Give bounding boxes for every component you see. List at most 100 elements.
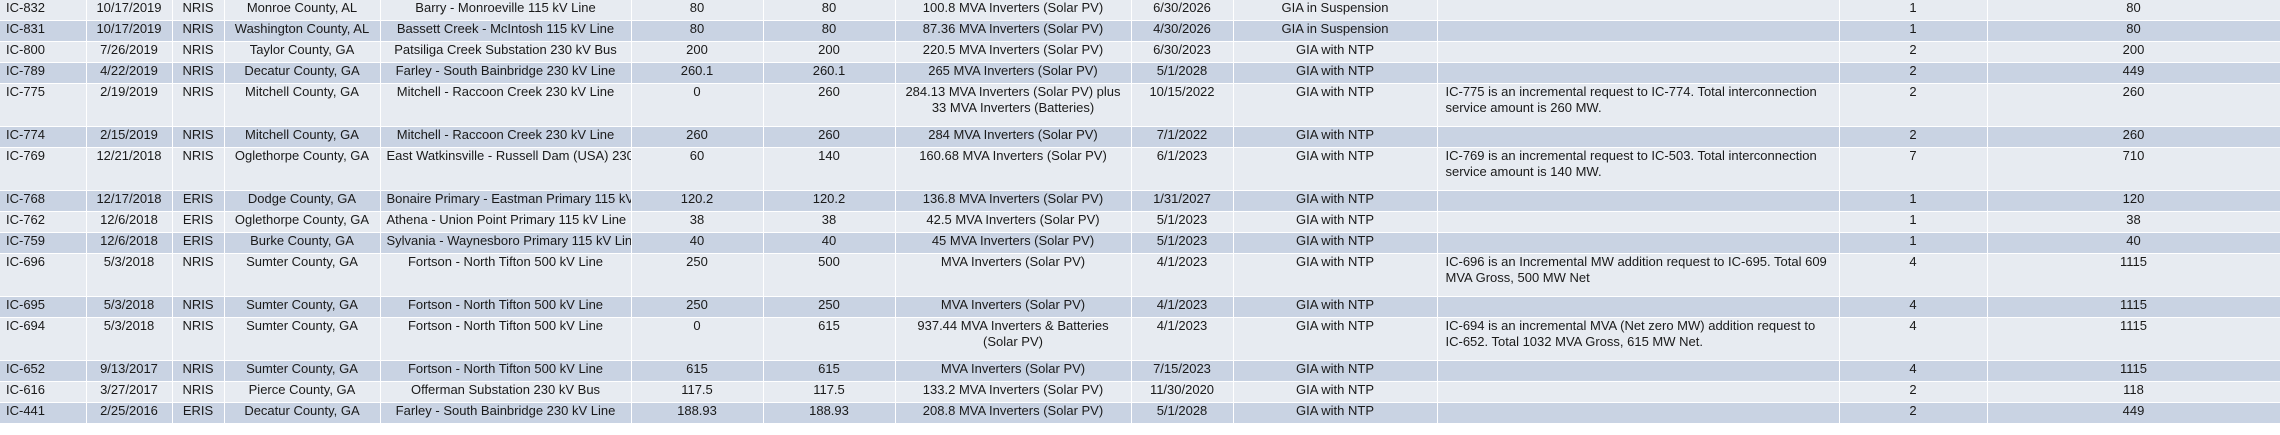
requested-mw-cell: 188.93 bbox=[631, 402, 764, 424]
table-row: IC-774 2/15/2019 NRIS Mitchell County, GA Mi… bbox=[0, 126, 2280, 148]
requested-mw-cell: 60 bbox=[631, 147, 764, 191]
comment-cell: IC-769 is an incremental request to IC-5… bbox=[1437, 147, 1840, 191]
total-mw-cell: 500 bbox=[763, 253, 896, 297]
fuel-type-cell: 136.8 MVA Inverters (Solar PV) bbox=[895, 190, 1132, 212]
status-cell: GIA with NTP bbox=[1233, 360, 1438, 382]
point-of-interconnection-cell: Fortson - North Tifton 500 kV Line bbox=[380, 296, 632, 318]
request-date-cell: 2/19/2019 bbox=[86, 83, 173, 127]
total-mw-cell: 250 bbox=[763, 296, 896, 318]
table-row: IC-832 10/17/2019 NRIS Monroe County, AL Bar… bbox=[0, 0, 2280, 21]
project-id-cell: IC-832 bbox=[0, 0, 87, 21]
total-mw-cell: 140 bbox=[763, 147, 896, 191]
in-service-date-cell: 7/1/2022 bbox=[1131, 126, 1234, 148]
project-id-cell: IC-762 bbox=[0, 211, 87, 233]
status-cell: GIA with NTP bbox=[1233, 126, 1438, 148]
cluster-number-cell: 2 bbox=[1839, 402, 1988, 424]
county-cell: Sumter County, GA bbox=[224, 253, 381, 297]
requested-mw-cell: 260.1 bbox=[631, 62, 764, 84]
cluster-number-cell: 4 bbox=[1839, 296, 1988, 318]
request-date-cell: 10/17/2019 bbox=[86, 0, 173, 21]
request-date-cell: 12/21/2018 bbox=[86, 147, 173, 191]
cluster-total-mw-cell: 1115 bbox=[1987, 296, 2280, 318]
point-of-interconnection-cell: Bassett Creek - McIntosh 115 kV Line bbox=[380, 20, 632, 42]
cluster-total-mw-cell: 80 bbox=[1987, 0, 2280, 21]
table-row: IC-762 12/6/2018 ERIS Oglethorpe County, GA… bbox=[0, 211, 2280, 233]
service-type-cell: NRIS bbox=[172, 0, 225, 21]
table-row: IC-441 2/25/2016 ERIS Decatur County, GA Far… bbox=[0, 402, 2280, 424]
requested-mw-cell: 615 bbox=[631, 360, 764, 382]
project-id-cell: IC-696 bbox=[0, 253, 87, 297]
total-mw-cell: 615 bbox=[763, 360, 896, 382]
fuel-type-cell: 45 MVA Inverters (Solar PV) bbox=[895, 232, 1132, 254]
comment-cell bbox=[1437, 402, 1840, 424]
cluster-total-mw-cell: 1115 bbox=[1987, 360, 2280, 382]
county-cell: Mitchell County, GA bbox=[224, 126, 381, 148]
project-id-cell: IC-616 bbox=[0, 381, 87, 403]
interconnection-queue-table: IC-832 10/17/2019 NRIS Monroe County, AL Bar… bbox=[0, 0, 2280, 424]
total-mw-cell: 260 bbox=[763, 83, 896, 127]
county-cell: Pierce County, GA bbox=[224, 381, 381, 403]
cluster-total-mw-cell: 38 bbox=[1987, 211, 2280, 233]
request-date-cell: 5/3/2018 bbox=[86, 317, 173, 361]
cluster-total-mw-cell: 260 bbox=[1987, 83, 2280, 127]
service-type-cell: NRIS bbox=[172, 62, 225, 84]
requested-mw-cell: 0 bbox=[631, 317, 764, 361]
cluster-number-cell: 1 bbox=[1839, 20, 1988, 42]
service-type-cell: NRIS bbox=[172, 253, 225, 297]
request-date-cell: 10/17/2019 bbox=[86, 20, 173, 42]
request-date-cell: 5/3/2018 bbox=[86, 296, 173, 318]
status-cell: GIA with NTP bbox=[1233, 317, 1438, 361]
request-date-cell: 12/6/2018 bbox=[86, 211, 173, 233]
service-type-cell: ERIS bbox=[172, 402, 225, 424]
point-of-interconnection-cell: Athena - Union Point Primary 115 kV Line bbox=[380, 211, 632, 233]
point-of-interconnection-cell: Offerman Substation 230 kV Bus bbox=[380, 381, 632, 403]
comment-cell bbox=[1437, 211, 1840, 233]
county-cell: Taylor County, GA bbox=[224, 41, 381, 63]
in-service-date-cell: 5/1/2028 bbox=[1131, 402, 1234, 424]
project-id-cell: IC-800 bbox=[0, 41, 87, 63]
project-id-cell: IC-694 bbox=[0, 317, 87, 361]
county-cell: Mitchell County, GA bbox=[224, 83, 381, 127]
table-body: IC-832 10/17/2019 NRIS Monroe County, AL Bar… bbox=[0, 0, 2280, 424]
cluster-total-mw-cell: 80 bbox=[1987, 20, 2280, 42]
fuel-type-cell: 87.36 MVA Inverters (Solar PV) bbox=[895, 20, 1132, 42]
fuel-type-cell: MVA Inverters (Solar PV) bbox=[895, 296, 1132, 318]
point-of-interconnection-cell: Mitchell - Raccoon Creek 230 kV Line bbox=[380, 83, 632, 127]
in-service-date-cell: 5/1/2028 bbox=[1131, 62, 1234, 84]
status-cell: GIA with NTP bbox=[1233, 232, 1438, 254]
fuel-type-cell: MVA Inverters (Solar PV) bbox=[895, 360, 1132, 382]
requested-mw-cell: 250 bbox=[631, 253, 764, 297]
point-of-interconnection-cell: Farley - South Bainbridge 230 kV Line bbox=[380, 62, 632, 84]
requested-mw-cell: 260 bbox=[631, 126, 764, 148]
cluster-total-mw-cell: 449 bbox=[1987, 402, 2280, 424]
requested-mw-cell: 120.2 bbox=[631, 190, 764, 212]
cluster-total-mw-cell: 40 bbox=[1987, 232, 2280, 254]
total-mw-cell: 40 bbox=[763, 232, 896, 254]
service-type-cell: NRIS bbox=[172, 296, 225, 318]
in-service-date-cell: 6/30/2023 bbox=[1131, 41, 1234, 63]
cluster-number-cell: 4 bbox=[1839, 253, 1988, 297]
point-of-interconnection-cell: Fortson - North Tifton 500 kV Line bbox=[380, 360, 632, 382]
point-of-interconnection-cell: Sylvania - Waynesboro Primary 115 kV Lin… bbox=[380, 232, 632, 254]
requested-mw-cell: 250 bbox=[631, 296, 764, 318]
comment-cell bbox=[1437, 190, 1840, 212]
in-service-date-cell: 5/1/2023 bbox=[1131, 232, 1234, 254]
comment-cell bbox=[1437, 381, 1840, 403]
comment-cell: IC-696 is an Incremental MW addition req… bbox=[1437, 253, 1840, 297]
comment-cell: IC-775 is an incremental request to IC-7… bbox=[1437, 83, 1840, 127]
county-cell: Burke County, GA bbox=[224, 232, 381, 254]
cluster-number-cell: 2 bbox=[1839, 62, 1988, 84]
point-of-interconnection-cell: Patsiliga Creek Substation 230 kV Bus bbox=[380, 41, 632, 63]
point-of-interconnection-cell: Fortson - North Tifton 500 kV Line bbox=[380, 317, 632, 361]
status-cell: GIA with NTP bbox=[1233, 211, 1438, 233]
comment-cell bbox=[1437, 126, 1840, 148]
requested-mw-cell: 40 bbox=[631, 232, 764, 254]
table-row: IC-800 7/26/2019 NRIS Taylor County, GA Pats… bbox=[0, 41, 2280, 63]
service-type-cell: ERIS bbox=[172, 211, 225, 233]
table-row: IC-775 2/19/2019 NRIS Mitchell County, GA Mi… bbox=[0, 83, 2280, 127]
in-service-date-cell: 10/15/2022 bbox=[1131, 83, 1234, 127]
comment-cell bbox=[1437, 0, 1840, 21]
project-id-cell: IC-775 bbox=[0, 83, 87, 127]
in-service-date-cell: 6/1/2023 bbox=[1131, 147, 1234, 191]
comment-cell: IC-694 is an incremental MVA (Net zero M… bbox=[1437, 317, 1840, 361]
